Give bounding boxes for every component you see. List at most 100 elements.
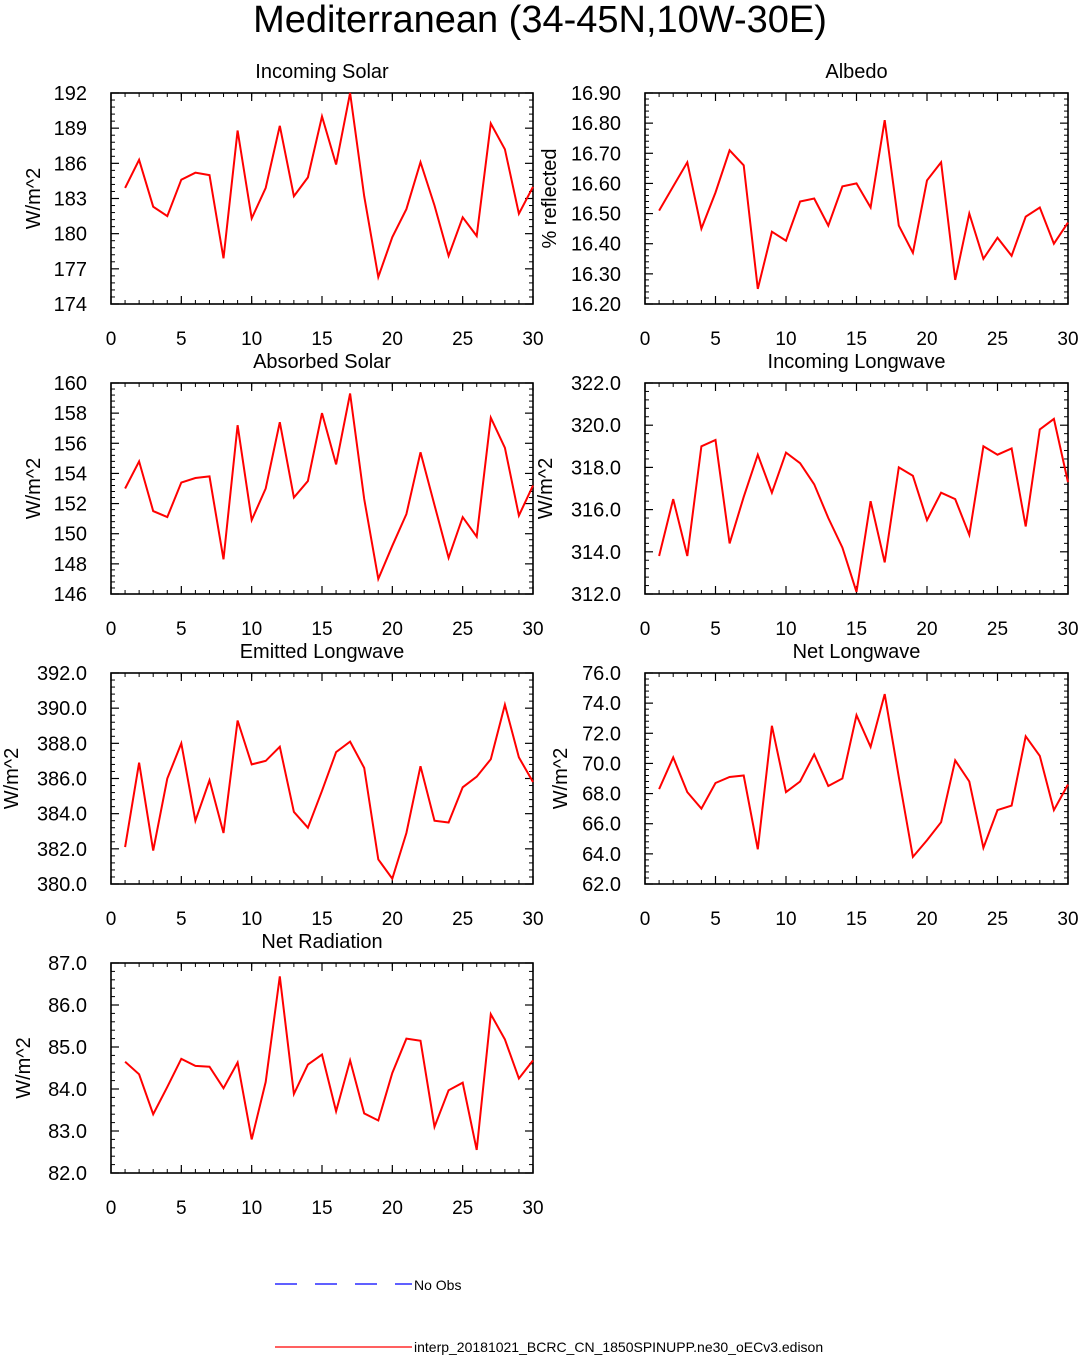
y-tick-label: 312.0 (571, 584, 621, 606)
x-tick-label: 5 (710, 909, 721, 930)
x-tick-label: 20 (382, 329, 403, 350)
x-tick-label: 20 (916, 619, 937, 640)
y-tick-label: 148 (54, 554, 87, 576)
y-tick-label: 84.0 (48, 1079, 87, 1101)
series-line (658, 417, 1069, 593)
panel-incoming-solar: Incoming Solar 0 5 10 15 20 25 30 174 177 180 183 18… (23, 61, 544, 350)
legend: No Obs interp_20181021_BCRC_CN_1850SPINUP… (275, 1277, 823, 1355)
x-tick-label: 30 (522, 909, 543, 930)
y-tick-label: 83.0 (48, 1121, 87, 1143)
x-tick-label: 5 (710, 329, 721, 350)
y-tick-label: 186 (54, 153, 87, 175)
x-tick-label: 30 (1057, 329, 1078, 350)
y-tick-label: 146 (54, 584, 87, 606)
y-tick-label: 318.0 (571, 457, 621, 479)
y-tick-label: 150 (54, 524, 87, 546)
x-tick-label: 10 (775, 909, 796, 930)
panel-title: Emitted Longwave (240, 641, 405, 663)
y-tick-label: 16.70 (571, 143, 621, 165)
x-tick-label: 5 (176, 619, 187, 640)
y-axis-label: W/m^2 (13, 1037, 35, 1099)
series-line (124, 92, 534, 281)
panel-title: Albedo (825, 61, 887, 83)
y-tick-label: 16.30 (571, 264, 621, 286)
panel-title: Incoming Solar (255, 61, 389, 83)
x-tick-label: 20 (382, 619, 403, 640)
x-tick-label: 5 (176, 1198, 187, 1219)
figure-title: Mediterranean (34-45N,10W-30E) (253, 0, 827, 41)
x-tick-label: 15 (311, 1198, 332, 1219)
x-tick-label: 10 (775, 619, 796, 640)
y-tick-label: 316.0 (571, 500, 621, 522)
y-tick-label: 74.0 (582, 693, 621, 715)
x-tick-label: 25 (452, 909, 473, 930)
y-tick-label: 154 (54, 463, 87, 485)
x-tick-label: 5 (176, 909, 187, 930)
legend-no-obs-label: No Obs (414, 1277, 461, 1293)
y-tick-label: 76.0 (582, 663, 621, 685)
y-tick-label: 382.0 (37, 839, 87, 861)
plot-frame (644, 92, 1069, 305)
panel-net-longwave: Net Longwave 0 5 10 15 20 25 30 62.0 64.0 66.0 68.0… (550, 641, 1079, 930)
x-tick-label: 20 (916, 329, 937, 350)
x-tick-label: 5 (710, 619, 721, 640)
x-tick-label: 10 (241, 909, 262, 930)
panel-title: Absorbed Solar (253, 351, 391, 373)
x-tick-label: 20 (382, 909, 403, 930)
x-tick-label: 30 (522, 1198, 543, 1219)
x-tick-label: 30 (522, 619, 543, 640)
x-tick-label: 15 (846, 909, 867, 930)
x-tick-label: 25 (987, 619, 1008, 640)
y-tick-label: 66.0 (582, 814, 621, 836)
y-tick-label: 314.0 (571, 542, 621, 564)
x-tick-label: 0 (640, 329, 651, 350)
y-axis-label: W/m^2 (550, 748, 572, 810)
x-tick-label: 30 (522, 329, 543, 350)
y-tick-label: 82.0 (48, 1163, 87, 1185)
y-tick-label: 384.0 (37, 804, 87, 826)
x-tick-label: 10 (775, 329, 796, 350)
y-tick-label: 390.0 (37, 698, 87, 720)
plot-frame (644, 672, 1069, 885)
y-axis-label: W/m^2 (1, 748, 23, 810)
y-tick-label: 16.40 (571, 234, 621, 256)
x-tick-label: 15 (846, 329, 867, 350)
y-tick-label: 16.60 (571, 173, 621, 195)
panel-title: Net Radiation (261, 931, 382, 953)
x-tick-label: 15 (311, 619, 332, 640)
x-tick-label: 30 (1057, 619, 1078, 640)
y-axis-label: % reflected (539, 148, 561, 248)
y-tick-label: 192 (54, 83, 87, 105)
x-tick-label: 15 (311, 329, 332, 350)
y-tick-label: 158 (54, 403, 87, 425)
x-tick-label: 0 (640, 909, 651, 930)
series-line (658, 693, 1069, 860)
y-tick-label: 386.0 (37, 769, 87, 791)
y-tick-label: 189 (54, 118, 87, 140)
y-tick-label: 152 (54, 494, 87, 516)
x-tick-label: 20 (916, 909, 937, 930)
y-axis-label: W/m^2 (23, 168, 45, 230)
y-tick-label: 392.0 (37, 663, 87, 685)
x-tick-label: 25 (452, 619, 473, 640)
y-tick-label: 64.0 (582, 844, 621, 866)
panel-emitted-longwave: Emitted Longwave 0 5 10 15 20 25 30 380.0 382.0 38… (1, 641, 544, 930)
x-tick-label: 15 (846, 619, 867, 640)
y-tick-label: 86.0 (48, 995, 87, 1017)
plot-frame (644, 382, 1069, 595)
x-tick-label: 25 (452, 329, 473, 350)
series-line (124, 976, 534, 1151)
x-tick-label: 25 (987, 329, 1008, 350)
y-tick-label: 174 (54, 294, 87, 316)
y-tick-label: 180 (54, 224, 87, 246)
legend-model-label: interp_20181021_BCRC_CN_1850SPINUPP.ne30… (414, 1339, 823, 1355)
x-tick-label: 25 (987, 909, 1008, 930)
y-tick-label: 322.0 (571, 373, 621, 395)
y-tick-label: 72.0 (582, 723, 621, 745)
x-tick-label: 20 (382, 1198, 403, 1219)
y-axis-label: W/m^2 (535, 458, 557, 520)
y-tick-label: 177 (54, 259, 87, 281)
x-tick-label: 10 (241, 1198, 262, 1219)
panel-incoming-longwave: Incoming Longwave 0 5 10 15 20 25 30 312.0 314.0 3… (535, 351, 1079, 640)
